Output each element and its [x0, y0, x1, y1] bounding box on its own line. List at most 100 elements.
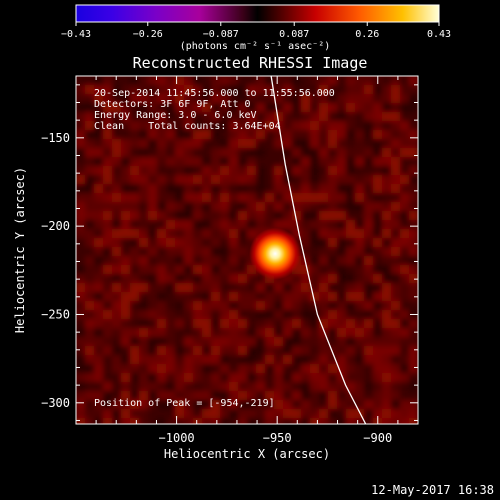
- texture-cell: [238, 148, 247, 157]
- texture-cell: [184, 328, 193, 337]
- texture-cell: [247, 364, 256, 373]
- texture-cell: [310, 229, 319, 238]
- texture-cell: [256, 409, 265, 418]
- texture-cell: [85, 94, 94, 103]
- texture-cell: [130, 238, 139, 247]
- texture-cell: [256, 139, 265, 148]
- texture-cell: [238, 310, 247, 319]
- texture-cell: [364, 211, 373, 220]
- texture-cell: [94, 346, 103, 355]
- x-tick-label: −1000: [159, 431, 195, 445]
- texture-cell: [139, 274, 148, 283]
- texture-cell: [112, 346, 121, 355]
- texture-cell: [283, 301, 292, 310]
- texture-cell: [409, 292, 418, 301]
- y-tick-label: −200: [41, 219, 70, 233]
- texture-cell: [175, 400, 184, 409]
- texture-cell: [373, 400, 382, 409]
- texture-cell: [121, 346, 130, 355]
- texture-cell: [94, 319, 103, 328]
- texture-cell: [301, 211, 310, 220]
- texture-cell: [409, 148, 418, 157]
- texture-cell: [184, 418, 193, 424]
- texture-cell: [301, 409, 310, 418]
- texture-cell: [391, 382, 400, 391]
- texture-cell: [76, 265, 85, 274]
- texture-cell: [391, 157, 400, 166]
- texture-cell: [409, 400, 418, 409]
- texture-cell: [175, 148, 184, 157]
- texture-cell: [112, 256, 121, 265]
- texture-cell: [346, 409, 355, 418]
- texture-cell: [220, 391, 229, 400]
- texture-cell: [157, 103, 166, 112]
- texture-cell: [373, 229, 382, 238]
- texture-cell: [157, 184, 166, 193]
- texture-cell: [85, 121, 94, 130]
- texture-cell: [274, 283, 283, 292]
- texture-cell: [148, 112, 157, 121]
- texture-cell: [94, 220, 103, 229]
- texture-cell: [166, 319, 175, 328]
- texture-cell: [175, 355, 184, 364]
- texture-cell: [364, 418, 373, 424]
- texture-cell: [265, 391, 274, 400]
- texture-cell: [256, 373, 265, 382]
- texture-cell: [319, 139, 328, 148]
- texture-cell: [346, 175, 355, 184]
- texture-cell: [130, 301, 139, 310]
- texture-cell: [193, 103, 202, 112]
- texture-cell: [139, 166, 148, 175]
- texture-cell: [229, 373, 238, 382]
- texture-cell: [229, 391, 238, 400]
- texture-cell: [229, 238, 238, 247]
- texture-cell: [166, 301, 175, 310]
- texture-cell: [328, 76, 337, 85]
- texture-cell: [328, 175, 337, 184]
- texture-cell: [130, 85, 139, 94]
- texture-cell: [184, 238, 193, 247]
- texture-cell: [364, 265, 373, 274]
- texture-cell: [139, 283, 148, 292]
- colorbar-gradient: [75, 4, 440, 23]
- texture-cell: [202, 382, 211, 391]
- texture-cell: [292, 310, 301, 319]
- texture-cell: [265, 337, 274, 346]
- texture-cell: [346, 337, 355, 346]
- texture-cell: [76, 121, 85, 130]
- texture-cell: [139, 85, 148, 94]
- texture-cell: [157, 130, 166, 139]
- texture-cell: [328, 328, 337, 337]
- texture-cell: [310, 319, 319, 328]
- texture-cell: [112, 274, 121, 283]
- texture-cell: [382, 85, 391, 94]
- texture-cell: [157, 364, 166, 373]
- texture-cell: [121, 202, 130, 211]
- texture-cell: [76, 256, 85, 265]
- texture-cell: [292, 166, 301, 175]
- texture-cell: [76, 337, 85, 346]
- texture-cell: [337, 382, 346, 391]
- texture-cell: [337, 121, 346, 130]
- texture-cell: [364, 310, 373, 319]
- texture-cell: [283, 76, 292, 85]
- texture-cell: [85, 175, 94, 184]
- texture-cell: [166, 193, 175, 202]
- texture-cell: [391, 76, 400, 85]
- texture-cell: [328, 112, 337, 121]
- texture-cell: [238, 229, 247, 238]
- texture-cell: [274, 346, 283, 355]
- texture-cell: [346, 148, 355, 157]
- texture-cell: [337, 247, 346, 256]
- texture-cell: [211, 85, 220, 94]
- texture-cell: [337, 301, 346, 310]
- texture-cell: [76, 211, 85, 220]
- texture-cell: [319, 274, 328, 283]
- texture-cell: [274, 409, 283, 418]
- y-tick-label: −300: [41, 396, 70, 410]
- annotation-detectors: Detectors: 3F 6F 9F, Att 0: [94, 99, 251, 110]
- texture-cell: [139, 193, 148, 202]
- texture-cell: [409, 382, 418, 391]
- texture-cell: [319, 355, 328, 364]
- texture-cell: [337, 346, 346, 355]
